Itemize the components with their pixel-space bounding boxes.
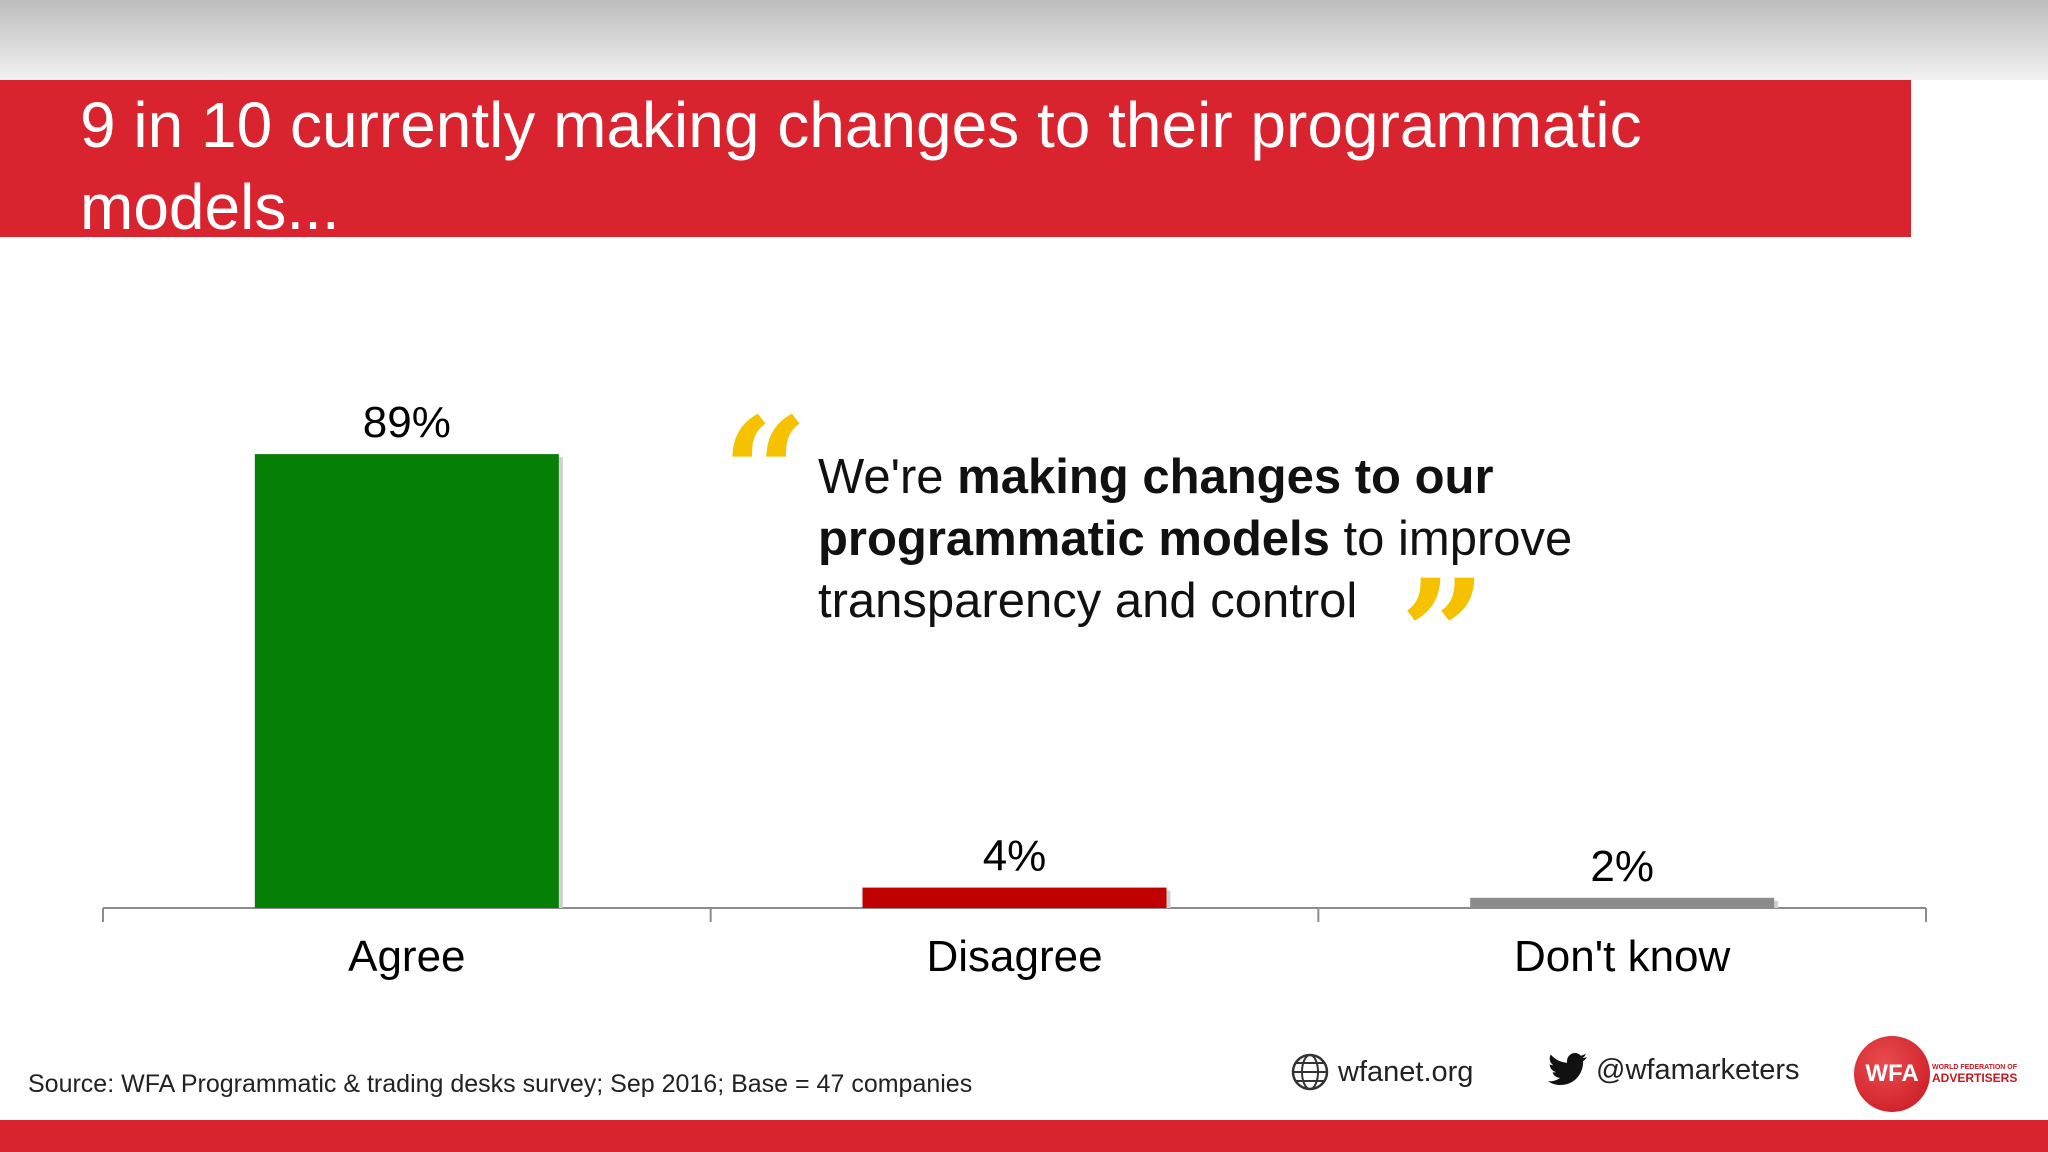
bar-don-t-know bbox=[1470, 897, 1775, 908]
wfa-logo: WFA bbox=[1854, 1036, 1930, 1112]
bar-agree bbox=[254, 454, 559, 908]
twitter-link[interactable]: @wfamarketers bbox=[1548, 1052, 1799, 1088]
wfa-logo-subtitle-small: WORLD FEDERATION OF bbox=[1932, 1064, 2018, 1071]
close-quote-icon: ” bbox=[1400, 547, 1487, 723]
quote-text: We're making changes to our programmatic… bbox=[818, 446, 1718, 632]
quote-part2: to improve transparency and control bbox=[818, 512, 1573, 628]
twitter-label: @wfamarketers bbox=[1596, 1053, 1800, 1086]
wfa-logo-subtitle: WORLD FEDERATION OF ADVERTISERS bbox=[1932, 1063, 2044, 1084]
category-label: Disagree bbox=[926, 932, 1102, 981]
source-note: Source: WFA Programmatic & trading desks… bbox=[28, 1070, 973, 1098]
category-label: Don't know bbox=[1514, 932, 1731, 981]
globe-icon bbox=[1291, 1053, 1329, 1091]
title-banner bbox=[0, 80, 1911, 237]
footer-bar bbox=[0, 1120, 2048, 1152]
wfa-logo-subtitle-main: ADVERTISERS bbox=[1932, 1071, 2018, 1085]
bar-disagree bbox=[862, 887, 1167, 908]
website-link[interactable]: wfanet.org bbox=[1290, 1052, 1473, 1092]
website-label: wfanet.org bbox=[1338, 1055, 1474, 1088]
data-label: 89% bbox=[363, 398, 451, 447]
slide-title: 9 in 10 currently making changes to thei… bbox=[80, 89, 1642, 243]
open-quote-icon: “ bbox=[722, 385, 809, 561]
data-label: 2% bbox=[1590, 842, 1654, 891]
header-gradient bbox=[0, 0, 2048, 80]
twitter-icon bbox=[1548, 1053, 1587, 1085]
quote-part1: We're bbox=[818, 450, 958, 504]
quote-bold: making changes to our programmatic model… bbox=[818, 450, 1494, 566]
category-label: Agree bbox=[348, 932, 465, 981]
data-label: 4% bbox=[983, 832, 1047, 881]
